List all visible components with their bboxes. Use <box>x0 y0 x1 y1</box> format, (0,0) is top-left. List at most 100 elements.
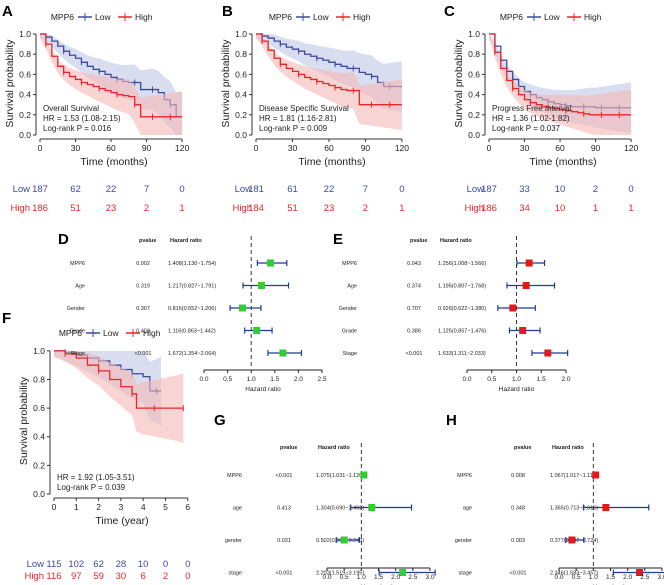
x-tick-label: 0.0 <box>322 574 331 581</box>
row-hr-text: 1.672(1.354~2.064) <box>168 351 216 357</box>
row-label: Stage <box>343 351 357 357</box>
row-hr-text: 1.195(0.807~1.768) <box>438 284 486 290</box>
row-pvalue: <0.001 <box>510 571 527 577</box>
y-tick-label: 0.2 <box>19 110 31 120</box>
legend-label-high: High <box>135 12 153 22</box>
y-tick-label: 0.6 <box>468 69 480 79</box>
x-tick-label: 6 <box>185 502 190 512</box>
annotation-text: Log-rank P = 0.009 <box>259 124 328 133</box>
risk-count: 6 <box>141 571 146 582</box>
row-hr-text: 1.116(0.863~1.442) <box>168 329 216 335</box>
x-tick-label: 0.0 <box>554 574 563 581</box>
km-curve-high <box>40 33 183 118</box>
y-tick-label: 0.2 <box>33 460 45 470</box>
row-hr-text: 1.075(1.031~1.120) <box>316 473 364 479</box>
x-tick-label: 1.5 <box>270 376 279 383</box>
x-tick-label: 60 <box>555 143 565 153</box>
x-tick-label: 2.0 <box>391 574 400 581</box>
y-tick-label: 0.8 <box>33 374 45 384</box>
legend-label-low: Low <box>544 12 560 22</box>
risk-count: 62 <box>93 559 104 570</box>
annotation-text: Progress Free Interval <box>492 104 571 113</box>
x-tick-label: 120 <box>395 143 409 153</box>
x-tick-label: 0.5 <box>572 574 581 581</box>
annotation-text: HR = 1.36 (1.02-1.82) <box>492 114 570 123</box>
row-pvalue: 0.003 <box>511 538 525 544</box>
row-pvalue: 0.707 <box>407 306 421 312</box>
risk-group-label-high: High <box>10 203 30 214</box>
panel-label-A: A <box>2 3 13 20</box>
hr-point <box>519 327 527 334</box>
hr-point <box>360 471 368 479</box>
row-label: stage <box>459 571 472 577</box>
x-tick-label: 90 <box>591 143 601 153</box>
x-tick-label: 30 <box>520 143 530 153</box>
hr-point <box>239 304 247 312</box>
panel-label-E: E <box>333 231 343 248</box>
risk-count: 22 <box>106 184 117 195</box>
row-hr-text: 1.365(0.713~2.615) <box>550 506 598 512</box>
row-label: gender <box>225 538 242 544</box>
legend-label-high: High <box>353 12 371 22</box>
risk-count: 10 <box>555 203 566 214</box>
hr-point <box>340 536 348 544</box>
risk-count: 187 <box>481 184 497 195</box>
x-axis-label: Hazard ratio <box>499 386 535 393</box>
y-axis-label: Survival probability <box>18 376 30 465</box>
hr-point <box>266 259 274 267</box>
x-tick-label: 1.0 <box>247 376 256 383</box>
x-tick-label: 1.0 <box>512 376 521 383</box>
risk-count: 184 <box>248 203 264 214</box>
row-label: MPP6 <box>70 261 85 267</box>
risk-group-label-high: High <box>464 203 484 214</box>
panel-label-D: D <box>58 231 69 248</box>
y-tick-label: 1.0 <box>19 29 31 39</box>
ci-band-high <box>489 34 632 135</box>
legend-label-high: High <box>584 12 602 22</box>
row-label: MPP6 <box>342 261 357 267</box>
x-tick-label: 1.0 <box>589 574 598 581</box>
y-tick-label: 0.4 <box>19 90 31 100</box>
km-curve-high <box>489 33 632 116</box>
risk-count: 0 <box>628 184 633 195</box>
row-label: Grade <box>342 329 357 335</box>
hr-point <box>568 536 576 544</box>
x-tick-label: 0 <box>38 143 43 153</box>
risk-count: 51 <box>70 203 81 214</box>
risk-group-label-low: Low <box>27 559 45 570</box>
panel-label-G: G <box>214 412 226 429</box>
x-tick-label: 2.5 <box>408 574 417 581</box>
row-label: stage <box>229 571 242 577</box>
y-tick-label: 0.4 <box>235 90 247 100</box>
risk-count: 23 <box>106 203 117 214</box>
y-tick-label: 0.0 <box>235 130 247 140</box>
hr-point <box>399 569 407 576</box>
annotation-text: HR = 1.53 (1.08-2.15) <box>43 114 121 123</box>
legend-title: MPP6 <box>269 12 292 22</box>
risk-count: 0 <box>185 571 190 582</box>
row-hr-text: 2.203(1.519~3.195) <box>316 571 364 577</box>
row-hr-text: 0.926(0.622~1.380) <box>438 306 486 312</box>
risk-count: 1 <box>179 203 184 214</box>
risk-count: 186 <box>481 203 497 214</box>
header-pvalue: pvalue <box>514 445 531 451</box>
row-pvalue: 0.348 <box>511 506 525 512</box>
row-pvalue: 0.403 <box>136 329 150 335</box>
risk-count: 28 <box>116 559 127 570</box>
risk-group-label-low: Low <box>235 184 253 195</box>
risk-count: 62 <box>70 184 81 195</box>
x-tick-label: 120 <box>624 143 638 153</box>
ci-band-high <box>40 34 183 135</box>
panel-label-F: F <box>2 310 11 327</box>
row-pvalue: <0.001 <box>135 351 152 357</box>
header-hazard-ratio: Hazard ratio <box>170 238 202 244</box>
row-label: Grade <box>70 329 85 335</box>
y-tick-label: 1.0 <box>235 29 247 39</box>
risk-group-label-high: High <box>232 203 252 214</box>
risk-count: 1 <box>399 203 404 214</box>
row-hr-text: 1.408(1.130~1.754) <box>168 261 216 267</box>
risk-group-label-high: High <box>24 571 44 582</box>
x-tick-label: 0 <box>254 143 259 153</box>
